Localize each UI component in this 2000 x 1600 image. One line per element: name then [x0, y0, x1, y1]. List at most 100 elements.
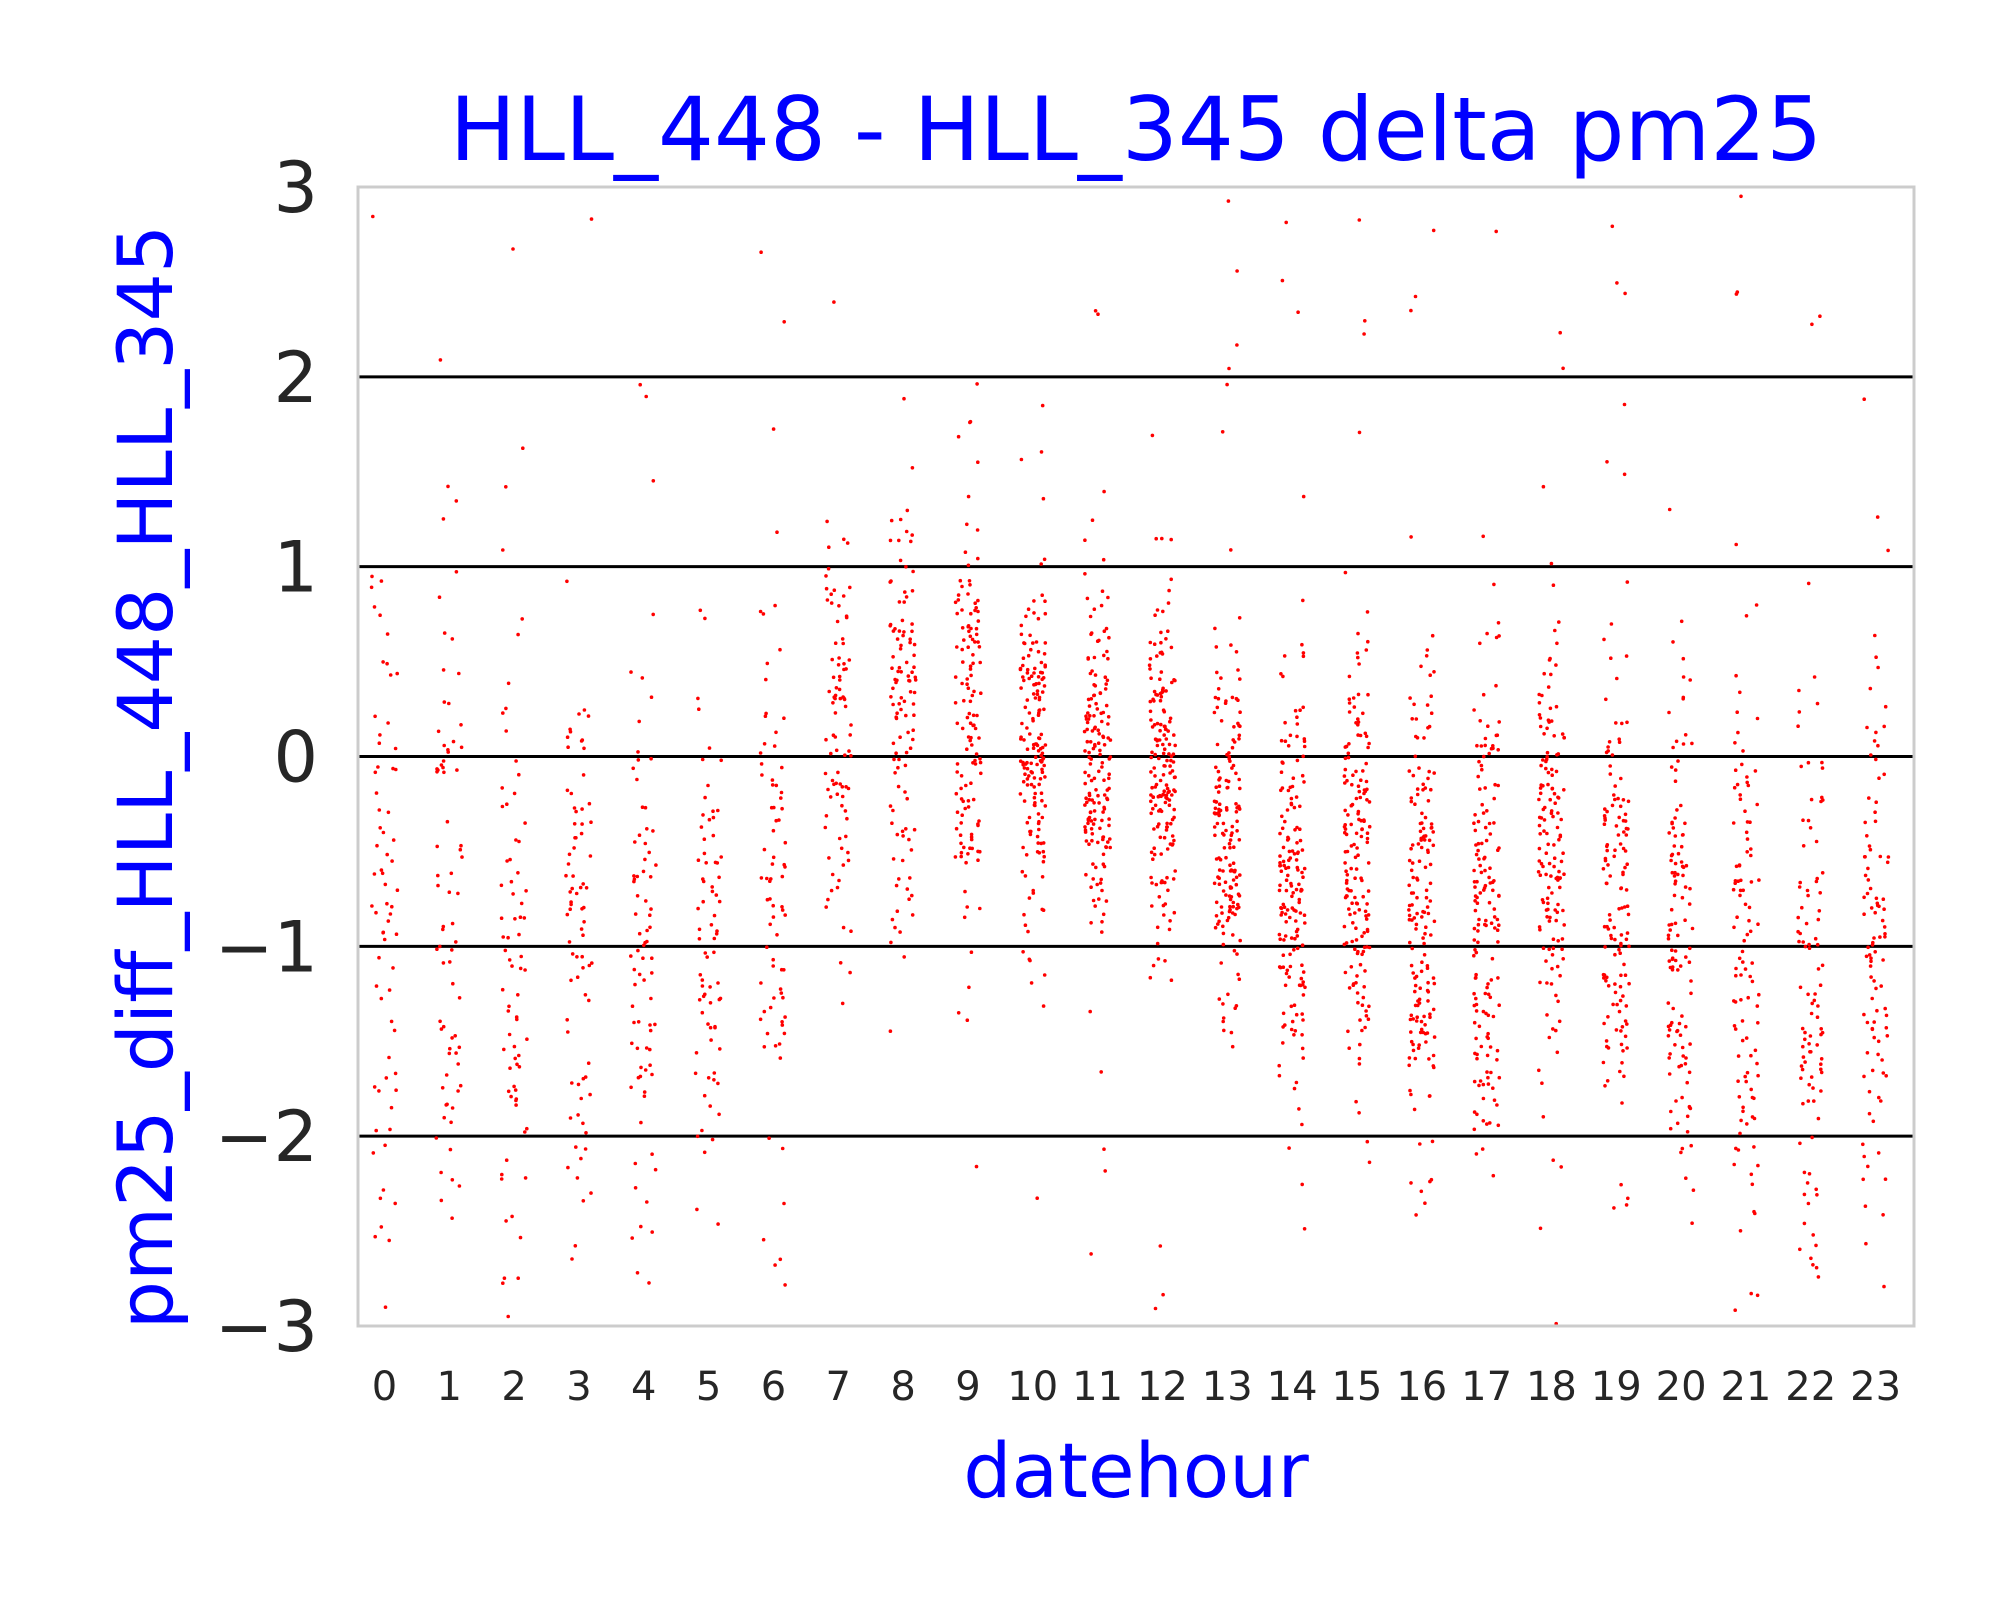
data-point: [1231, 900, 1236, 905]
data-point: [837, 878, 841, 883]
data-point: [523, 1130, 527, 1134]
data-point: [1748, 820, 1752, 824]
data-point: [580, 822, 584, 826]
data-point: [719, 855, 723, 859]
data-point: [1415, 787, 1420, 791]
data-point: [1883, 932, 1887, 936]
data-point: [1286, 744, 1291, 748]
data-point: [1879, 984, 1883, 988]
data-point: [1347, 986, 1352, 990]
data-point: [1236, 902, 1240, 907]
data-point: [500, 804, 505, 809]
data-point: [1224, 893, 1228, 897]
data-point: [962, 845, 966, 850]
data-point: [520, 617, 524, 621]
data-point: [1538, 724, 1543, 729]
data-point: [1289, 801, 1294, 806]
data-point: [1149, 718, 1153, 722]
data-point: [1043, 804, 1048, 808]
data-point: [1806, 581, 1811, 586]
data-point: [1736, 1079, 1740, 1083]
data-point: [1861, 1177, 1865, 1182]
data-point: [770, 778, 775, 782]
data-point: [953, 701, 958, 705]
data-point: [1429, 1177, 1434, 1182]
data-point: [974, 632, 979, 637]
data-point: [1800, 1026, 1805, 1031]
data-point: [1040, 690, 1045, 694]
data-point: [1219, 719, 1224, 723]
data-point: [1355, 846, 1359, 850]
data-point: [1604, 750, 1609, 755]
data-point: [1346, 1029, 1350, 1034]
data-point: [1814, 1243, 1818, 1248]
data-point: [1028, 829, 1032, 834]
data-point: [1489, 746, 1494, 751]
data-point: [891, 808, 895, 813]
data-point: [1216, 790, 1221, 794]
data-point: [1671, 826, 1676, 830]
data-point: [910, 533, 914, 537]
data-point: [518, 966, 523, 971]
data-point: [1427, 1094, 1432, 1098]
data-point: [1865, 834, 1869, 838]
data-point: [391, 838, 396, 842]
data-point: [511, 247, 515, 251]
data-point: [1412, 702, 1416, 707]
data-point: [1802, 1221, 1807, 1226]
data-point: [1019, 623, 1024, 628]
data-point: [389, 1105, 394, 1110]
data-point: [1548, 915, 1552, 920]
data-point: [1862, 895, 1866, 900]
data-point: [1625, 931, 1630, 935]
data-point: [1100, 761, 1105, 765]
data-point: [1428, 1012, 1432, 1016]
data-point: [1546, 718, 1551, 722]
data-point: [506, 1009, 511, 1013]
data-point: [435, 947, 439, 951]
data-point: [1225, 382, 1229, 387]
data-point: [1624, 833, 1629, 837]
data-point: [708, 1001, 713, 1005]
data-point: [394, 932, 399, 936]
data-point: [1681, 656, 1686, 661]
data-point: [890, 821, 894, 825]
data-point: [1414, 1019, 1419, 1023]
data-point: [1101, 835, 1105, 840]
data-point: [1148, 699, 1153, 704]
data-point: [1560, 937, 1565, 941]
data-point: [1819, 1062, 1823, 1066]
data-point: [514, 1103, 518, 1107]
data-point: [1482, 888, 1486, 892]
data-point: [783, 840, 788, 845]
data-point: [1476, 922, 1481, 927]
data-point: [1098, 748, 1102, 753]
data-point: [1612, 1206, 1616, 1210]
data-point: [974, 752, 979, 756]
data-point: [1609, 656, 1613, 660]
data-point: [1288, 915, 1292, 920]
data-point: [1549, 809, 1554, 813]
data-point: [1149, 811, 1153, 816]
data-point: [643, 841, 648, 846]
data-point: [377, 955, 381, 960]
data-point: [1413, 989, 1417, 994]
data-point: [1540, 1081, 1544, 1085]
data-point: [1613, 990, 1618, 995]
data-point: [1343, 970, 1348, 975]
data-point: [1102, 805, 1106, 810]
data-point: [966, 494, 971, 499]
data-point: [1807, 1042, 1811, 1046]
data-point: [1557, 869, 1561, 874]
data-point: [1300, 1122, 1304, 1127]
data-point: [768, 879, 772, 883]
data-point: [1688, 886, 1692, 891]
data-point: [459, 843, 463, 848]
data-point: [1733, 741, 1737, 745]
data-point: [888, 538, 893, 543]
data-point: [1347, 710, 1352, 714]
data-point: [445, 819, 450, 824]
data-point: [971, 661, 975, 666]
data-point: [1422, 953, 1427, 957]
data-point: [1670, 956, 1675, 960]
